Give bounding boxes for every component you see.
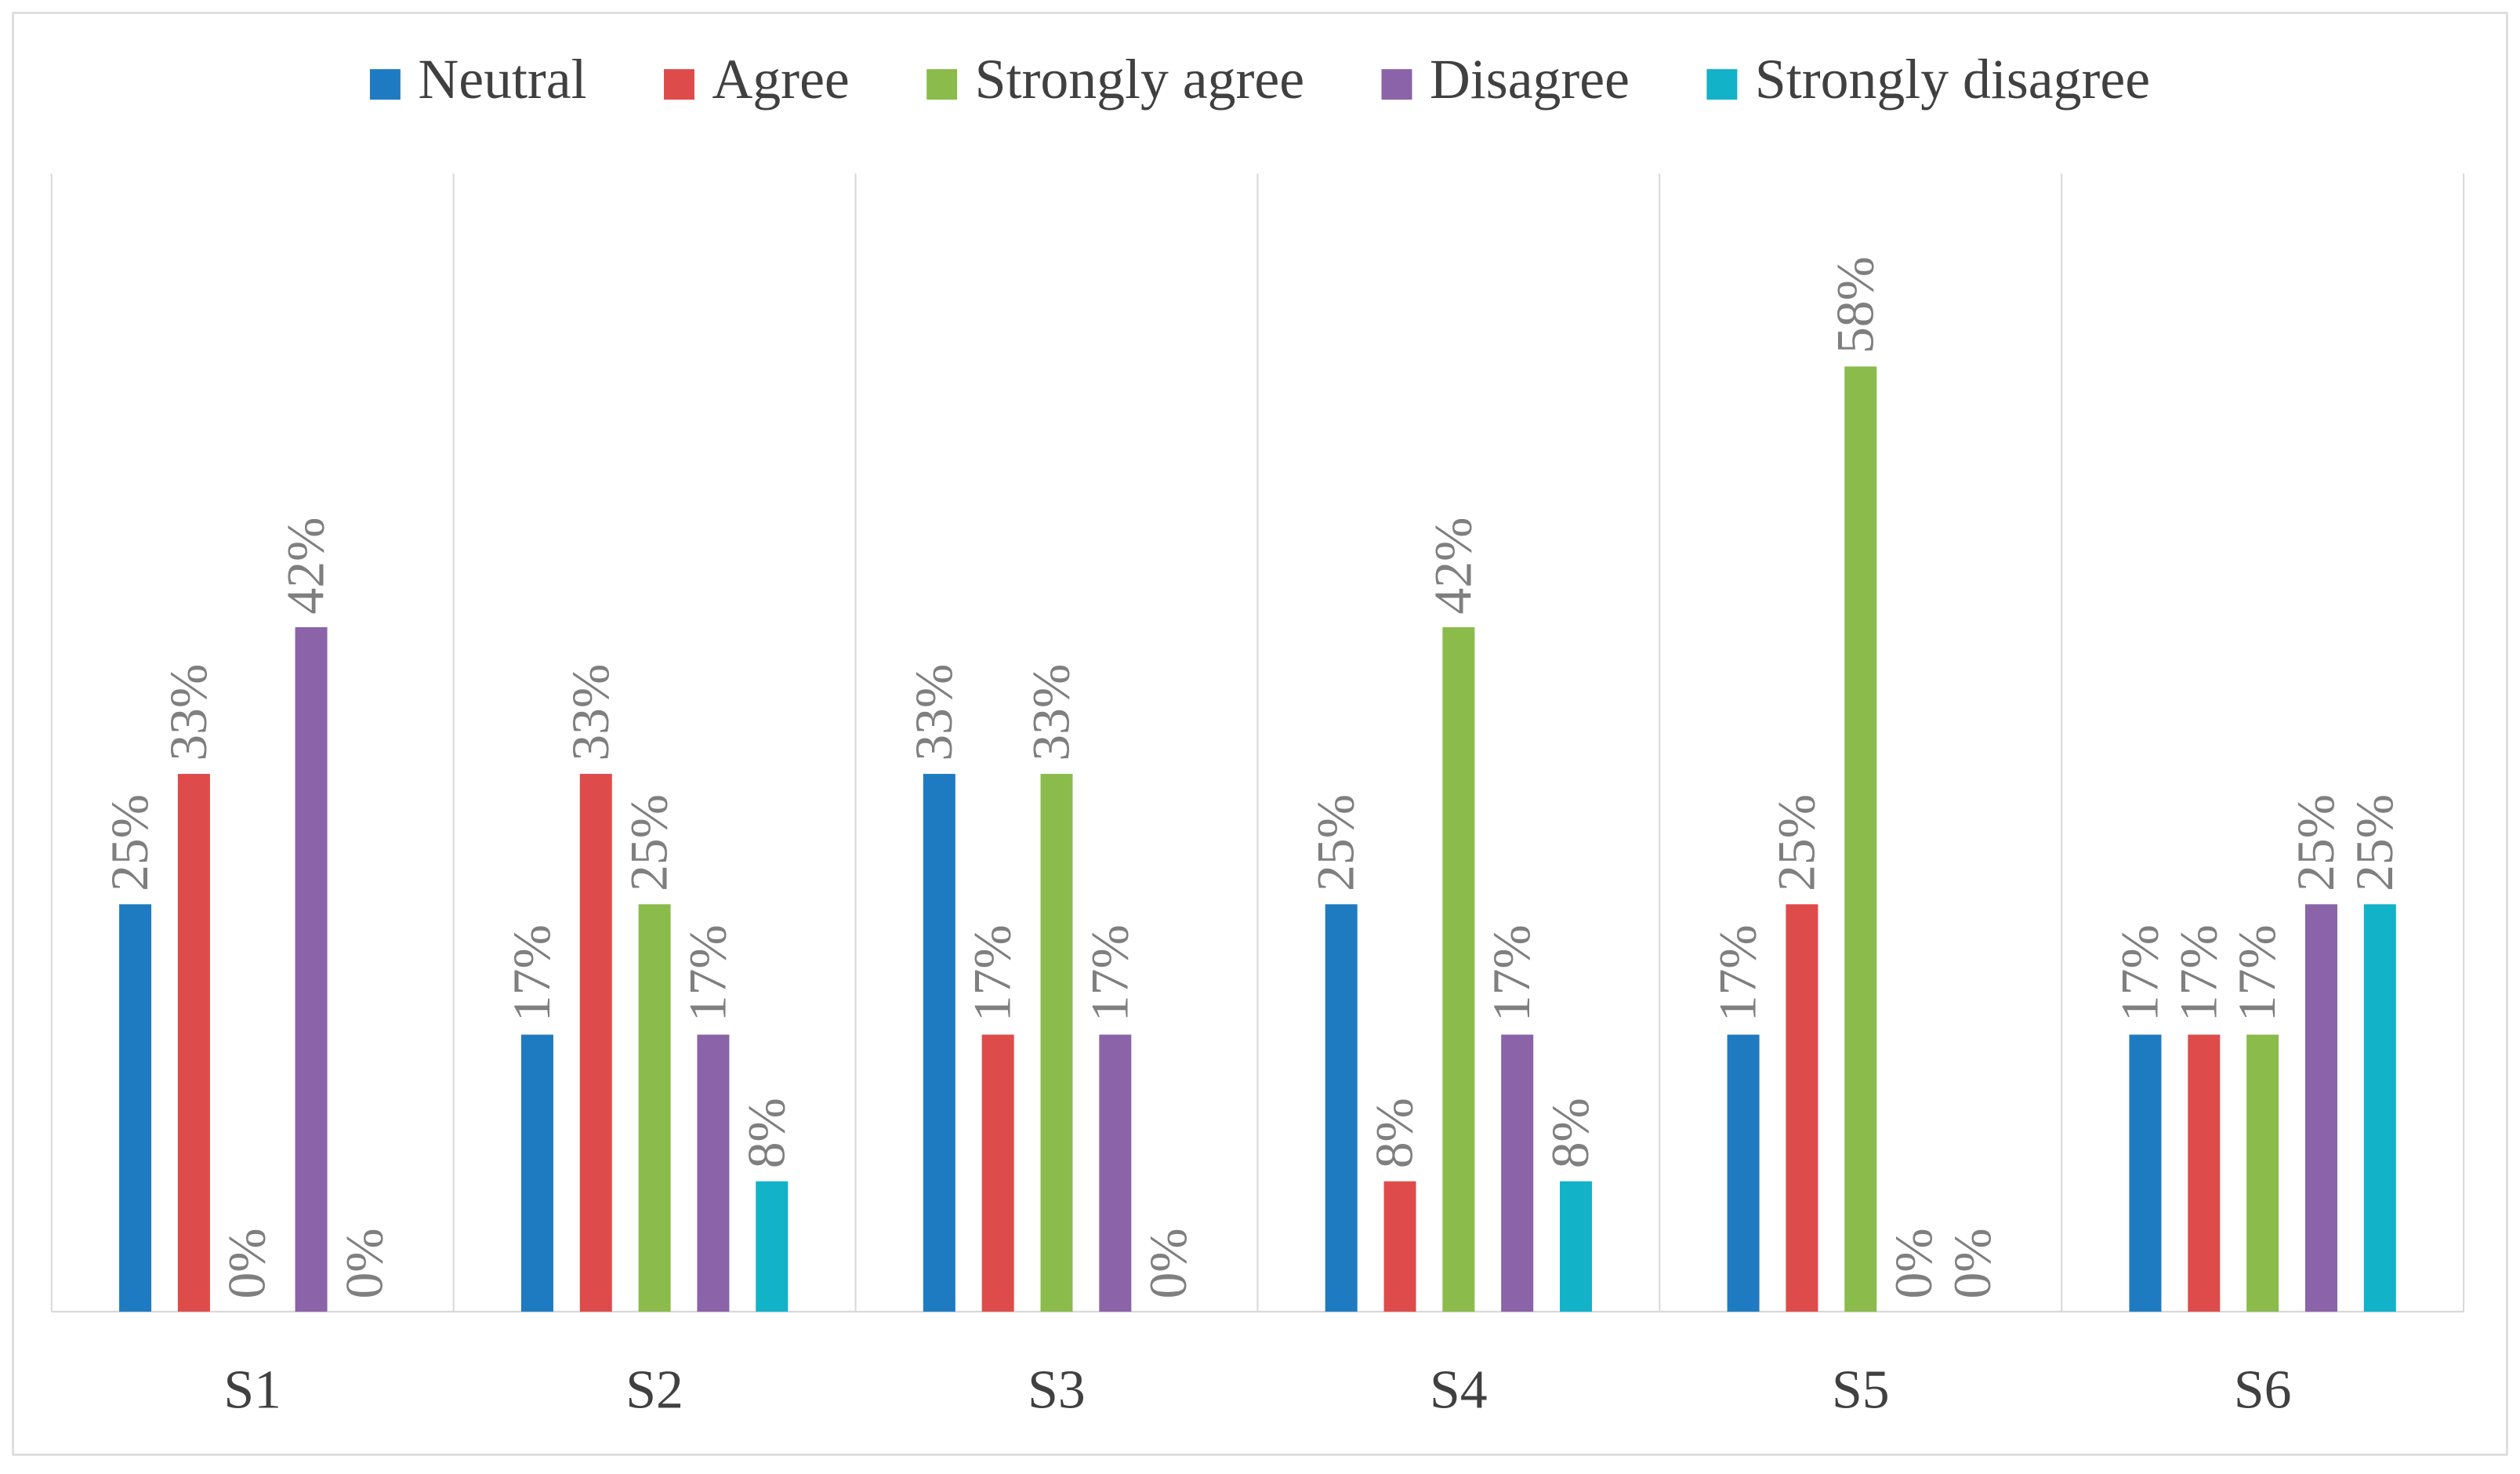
bar — [119, 904, 152, 1312]
bar — [697, 1034, 730, 1312]
bar — [923, 774, 955, 1312]
legend-label: Strongly agree — [975, 48, 1304, 111]
data-label: 58% — [1826, 256, 1884, 354]
bar — [177, 774, 210, 1312]
data-label: 33% — [159, 664, 218, 761]
legend-swatch — [926, 69, 958, 100]
data-label: 17% — [963, 924, 1022, 1022]
data-label: 17% — [2169, 924, 2228, 1022]
bar — [2129, 1034, 2162, 1312]
data-label: 17% — [2111, 924, 2170, 1022]
data-label: 0% — [218, 1228, 277, 1298]
legend-swatch — [663, 69, 694, 100]
data-label: 8% — [1365, 1098, 1424, 1168]
legend-label: Agree — [712, 48, 849, 111]
legend-label: Neutral — [418, 48, 586, 111]
data-label: 8% — [1541, 1098, 1600, 1168]
data-label: 0% — [1139, 1228, 1198, 1298]
bar — [295, 626, 328, 1312]
data-label: 17% — [1709, 924, 1768, 1022]
bar — [1442, 626, 1475, 1312]
legend-swatch — [1381, 69, 1412, 100]
bar — [1040, 774, 1073, 1312]
bar — [2363, 904, 2396, 1312]
bar — [2246, 1034, 2279, 1312]
bar — [1727, 1034, 1760, 1312]
data-label: 0% — [1884, 1228, 1943, 1298]
legend-label: Strongly disagree — [1755, 48, 2150, 111]
bar — [1325, 904, 1358, 1312]
x-tick-label: S3 — [1028, 1360, 1086, 1421]
x-tick-label: S1 — [223, 1360, 281, 1421]
data-label: 33% — [1022, 664, 1081, 761]
x-tick-label: S4 — [1430, 1360, 1488, 1421]
legend-swatch — [369, 69, 401, 100]
bar — [1099, 1034, 1132, 1312]
data-label: 8% — [737, 1098, 796, 1168]
data-label: 42% — [1423, 517, 1482, 615]
data-label: 25% — [2286, 794, 2345, 891]
x-tick-label: S6 — [2234, 1360, 2292, 1421]
data-label: 25% — [620, 794, 679, 891]
data-label: 17% — [1482, 924, 1541, 1022]
bar — [1560, 1181, 1593, 1312]
data-label: 25% — [1307, 794, 1365, 891]
legend-label: Disagree — [1430, 48, 1630, 111]
data-label: 25% — [1767, 794, 1826, 891]
bar — [638, 904, 671, 1312]
data-label: 25% — [2345, 794, 2404, 891]
data-label: 17% — [678, 924, 737, 1022]
bar — [1786, 904, 1818, 1312]
bar — [1501, 1034, 1534, 1312]
data-label: 17% — [502, 924, 561, 1022]
bar — [520, 1034, 553, 1312]
data-label: 33% — [905, 664, 963, 761]
data-label: 0% — [1943, 1228, 2002, 1298]
x-tick-label: S2 — [625, 1360, 683, 1421]
data-label: 33% — [561, 664, 620, 761]
bar — [981, 1034, 1014, 1312]
data-label: 0% — [335, 1228, 393, 1298]
bar — [2188, 1034, 2221, 1312]
data-label: 17% — [1080, 924, 1139, 1022]
data-label: 17% — [2228, 924, 2286, 1022]
bar — [2304, 904, 2337, 1312]
bar — [579, 774, 612, 1312]
bar — [756, 1181, 789, 1312]
bar — [1844, 366, 1877, 1312]
x-tick-label: S5 — [1832, 1360, 1890, 1421]
legend-swatch — [1706, 69, 1738, 100]
data-label: 25% — [100, 794, 159, 891]
bar — [1383, 1181, 1416, 1312]
data-label: 42% — [277, 517, 335, 615]
chart-frame — [12, 12, 2508, 1456]
